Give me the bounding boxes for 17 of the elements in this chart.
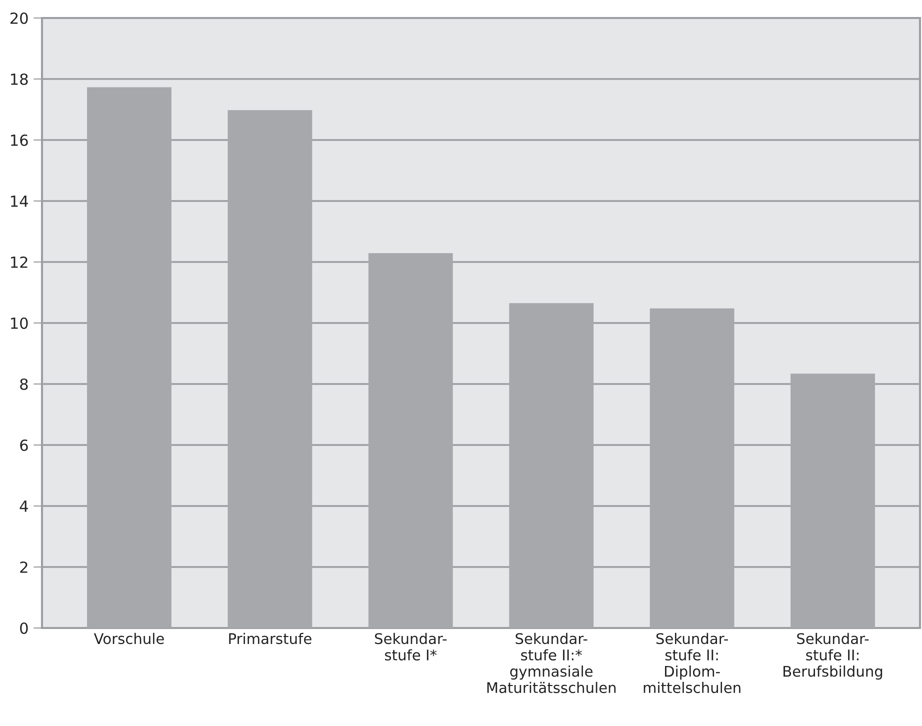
y-tick-label: 18 — [11, 73, 28, 86]
x-tick-label: Vorschule — [94, 632, 164, 644]
y-tick-label: 6 — [20, 439, 28, 452]
y-tick-label: 12 — [11, 256, 28, 268]
x-tick-label: Sekundar- stufe II: Diplom- mittelschulen — [644, 632, 740, 694]
x-tick-label: Sekundar- stufe II: Berufsbildung — [784, 632, 882, 680]
y-tick-label: 16 — [11, 134, 28, 146]
y-tick-label: 2 — [20, 561, 28, 573]
y-tick-label: 14 — [11, 196, 28, 207]
y-tick-label: 4 — [20, 500, 28, 512]
y-tick-label: 0 — [20, 622, 28, 634]
x-tick-label: Sekundar- stufe I* — [374, 632, 447, 660]
y-tick-label: 10 — [11, 317, 28, 330]
y-tick-label: 8 — [20, 378, 28, 390]
x-tick-label: Primarstufe — [229, 632, 312, 644]
x-tick-label: Sekundar- stufe II:* gymnasiale Maturitätsschulen — [487, 632, 616, 694]
y-tick-label: 20 — [10, 12, 28, 24]
